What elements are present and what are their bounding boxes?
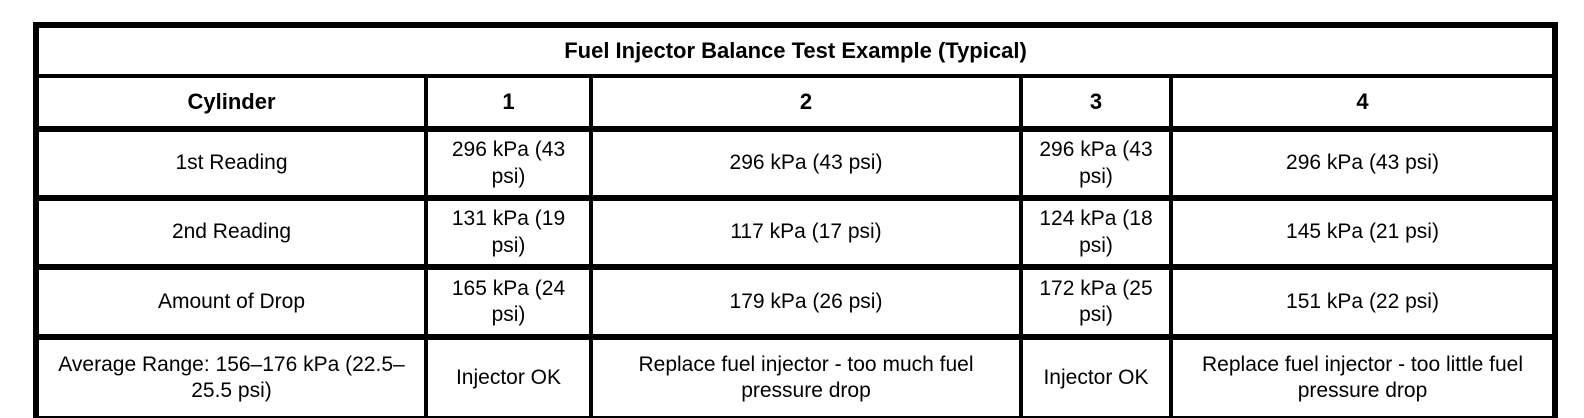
table-cell-result-cyl4: Replace fuel injector - too little fuel … [1168,334,1558,418]
table-cell-drop-cyl3: 172 kPa (25 psi) [1019,264,1173,339]
table-cell-first-reading-cyl3: 296 kPa (43 psi) [1019,126,1173,200]
table-cell-first-reading-cyl2: 296 kPa (43 psi) [589,126,1023,200]
table-cell-second-reading-cyl4: 145 kPa (21 psi) [1168,195,1558,269]
column-header-4: 4 [1168,74,1558,131]
fuel-injector-balance-table: Fuel Injector Balance Test Example (Typi… [33,22,1559,418]
table-header-row: Cylinder 1 2 3 4 [34,74,1558,131]
column-header-3: 3 [1019,74,1173,131]
row-label-amount-of-drop: Amount of Drop [34,264,428,339]
table-cell-first-reading-cyl4: 296 kPa (43 psi) [1168,126,1558,200]
table-cell-second-reading-cyl1: 131 kPa (19 psi) [424,195,593,269]
table-row-second-reading: 2nd Reading 131 kPa (19 psi) 117 kPa (17… [34,195,1558,269]
table-row-amount-of-drop: Amount of Drop 165 kPa (24 psi) 179 kPa … [34,264,1558,339]
table-title: Fuel Injector Balance Test Example (Typi… [33,23,1558,78]
table-cell-result-cyl3: Injector OK [1019,334,1173,418]
table-cell-first-reading-cyl1: 296 kPa (43 psi) [424,126,593,200]
table-cell-drop-cyl1: 165 kPa (24 psi) [424,264,593,339]
column-header-cylinder: Cylinder [34,74,428,131]
table-cell-second-reading-cyl3: 124 kPa (18 psi) [1019,195,1173,269]
row-label-second-reading: 2nd Reading [34,195,428,269]
table-cell-second-reading-cyl2: 117 kPa (17 psi) [589,195,1023,269]
table-cell-result-cyl2: Replace fuel injector - too much fuel pr… [589,334,1023,418]
column-header-1: 1 [424,74,593,131]
table-cell-result-cyl1: Injector OK [424,334,593,418]
row-label-average-range: Average Range: 156–176 kPa (22.5–25.5 ps… [34,334,428,418]
table-cell-drop-cyl2: 179 kPa (26 psi) [589,264,1023,339]
table-title-row: Fuel Injector Balance Test Example (Typi… [33,23,1558,78]
row-label-first-reading: 1st Reading [34,126,428,200]
column-header-2: 2 [589,74,1023,131]
table-row-average-range: Average Range: 156–176 kPa (22.5–25.5 ps… [34,334,1558,418]
table-cell-drop-cyl4: 151 kPa (22 psi) [1168,264,1558,339]
table-row-first-reading: 1st Reading 296 kPa (43 psi) 296 kPa (43… [34,126,1558,200]
